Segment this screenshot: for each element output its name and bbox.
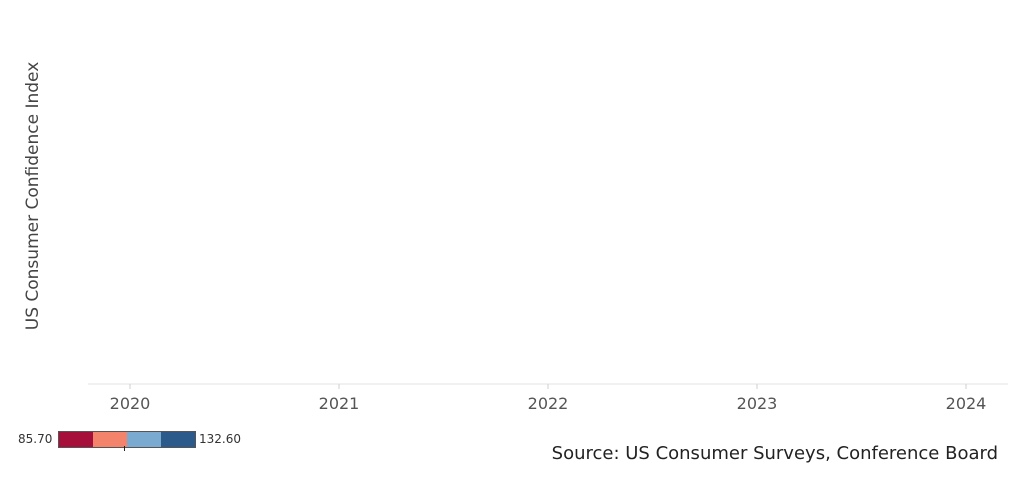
- x-tick-label: 2023: [737, 394, 778, 413]
- x-tick-label: 2021: [319, 394, 360, 413]
- legend-swatch-4: [161, 432, 195, 447]
- x-tick-label: 2022: [528, 394, 569, 413]
- legend-min-label: 85.70: [18, 432, 53, 446]
- x-tick-label: 2024: [946, 394, 987, 413]
- y-axis-label: US Consumer Confidence Index: [23, 62, 43, 331]
- x-tick-labels: 2020 2021 2022 2023 2024: [110, 384, 987, 413]
- legend-marker: [124, 446, 125, 451]
- legend-swatch-3: [127, 432, 161, 447]
- legend-swatch-1: [59, 432, 93, 447]
- source-note: Source: US Consumer Surveys, Conference …: [551, 443, 998, 464]
- legend-swatch-2: [93, 432, 127, 447]
- x-tick-label: 2020: [110, 394, 151, 413]
- color-scale-legend: [58, 431, 196, 448]
- legend-max-label: 132.60: [199, 432, 241, 446]
